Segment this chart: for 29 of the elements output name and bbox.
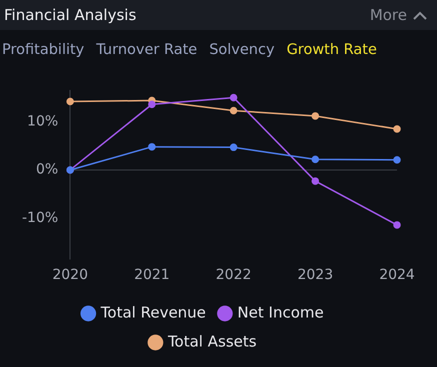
point bbox=[393, 156, 401, 164]
x-tick-label: 2024 bbox=[379, 267, 415, 284]
y-tick-label: 10% bbox=[27, 113, 58, 130]
chart-title: Financial Analysis bbox=[4, 6, 136, 24]
y-tick-label: 0% bbox=[36, 162, 58, 178]
point bbox=[66, 98, 74, 106]
text: Growth Rate bbox=[286, 42, 377, 58]
point bbox=[230, 106, 238, 114]
point bbox=[393, 221, 401, 229]
point bbox=[230, 94, 238, 102]
point bbox=[312, 177, 320, 185]
x-tick-label: 2023 bbox=[297, 267, 334, 284]
text: Solvency bbox=[209, 42, 275, 58]
point bbox=[148, 100, 156, 108]
text: More bbox=[370, 6, 407, 24]
point bbox=[312, 112, 320, 120]
legend-label: Net Income bbox=[237, 303, 324, 322]
legend-label: Total Revenue bbox=[100, 303, 206, 322]
text: Turnover Rate bbox=[96, 42, 198, 58]
point bbox=[393, 125, 401, 133]
legend-label: Total Assets bbox=[166, 332, 257, 350]
point bbox=[148, 143, 156, 151]
x-tick-label: 2022 bbox=[216, 267, 252, 284]
x-tick-label: 2020 bbox=[52, 267, 88, 284]
x-tick-label: 2021 bbox=[134, 267, 170, 284]
y-tick-label: -10% bbox=[22, 210, 58, 226]
point bbox=[230, 144, 238, 152]
point bbox=[312, 156, 320, 164]
text: Profitability bbox=[2, 42, 84, 58]
